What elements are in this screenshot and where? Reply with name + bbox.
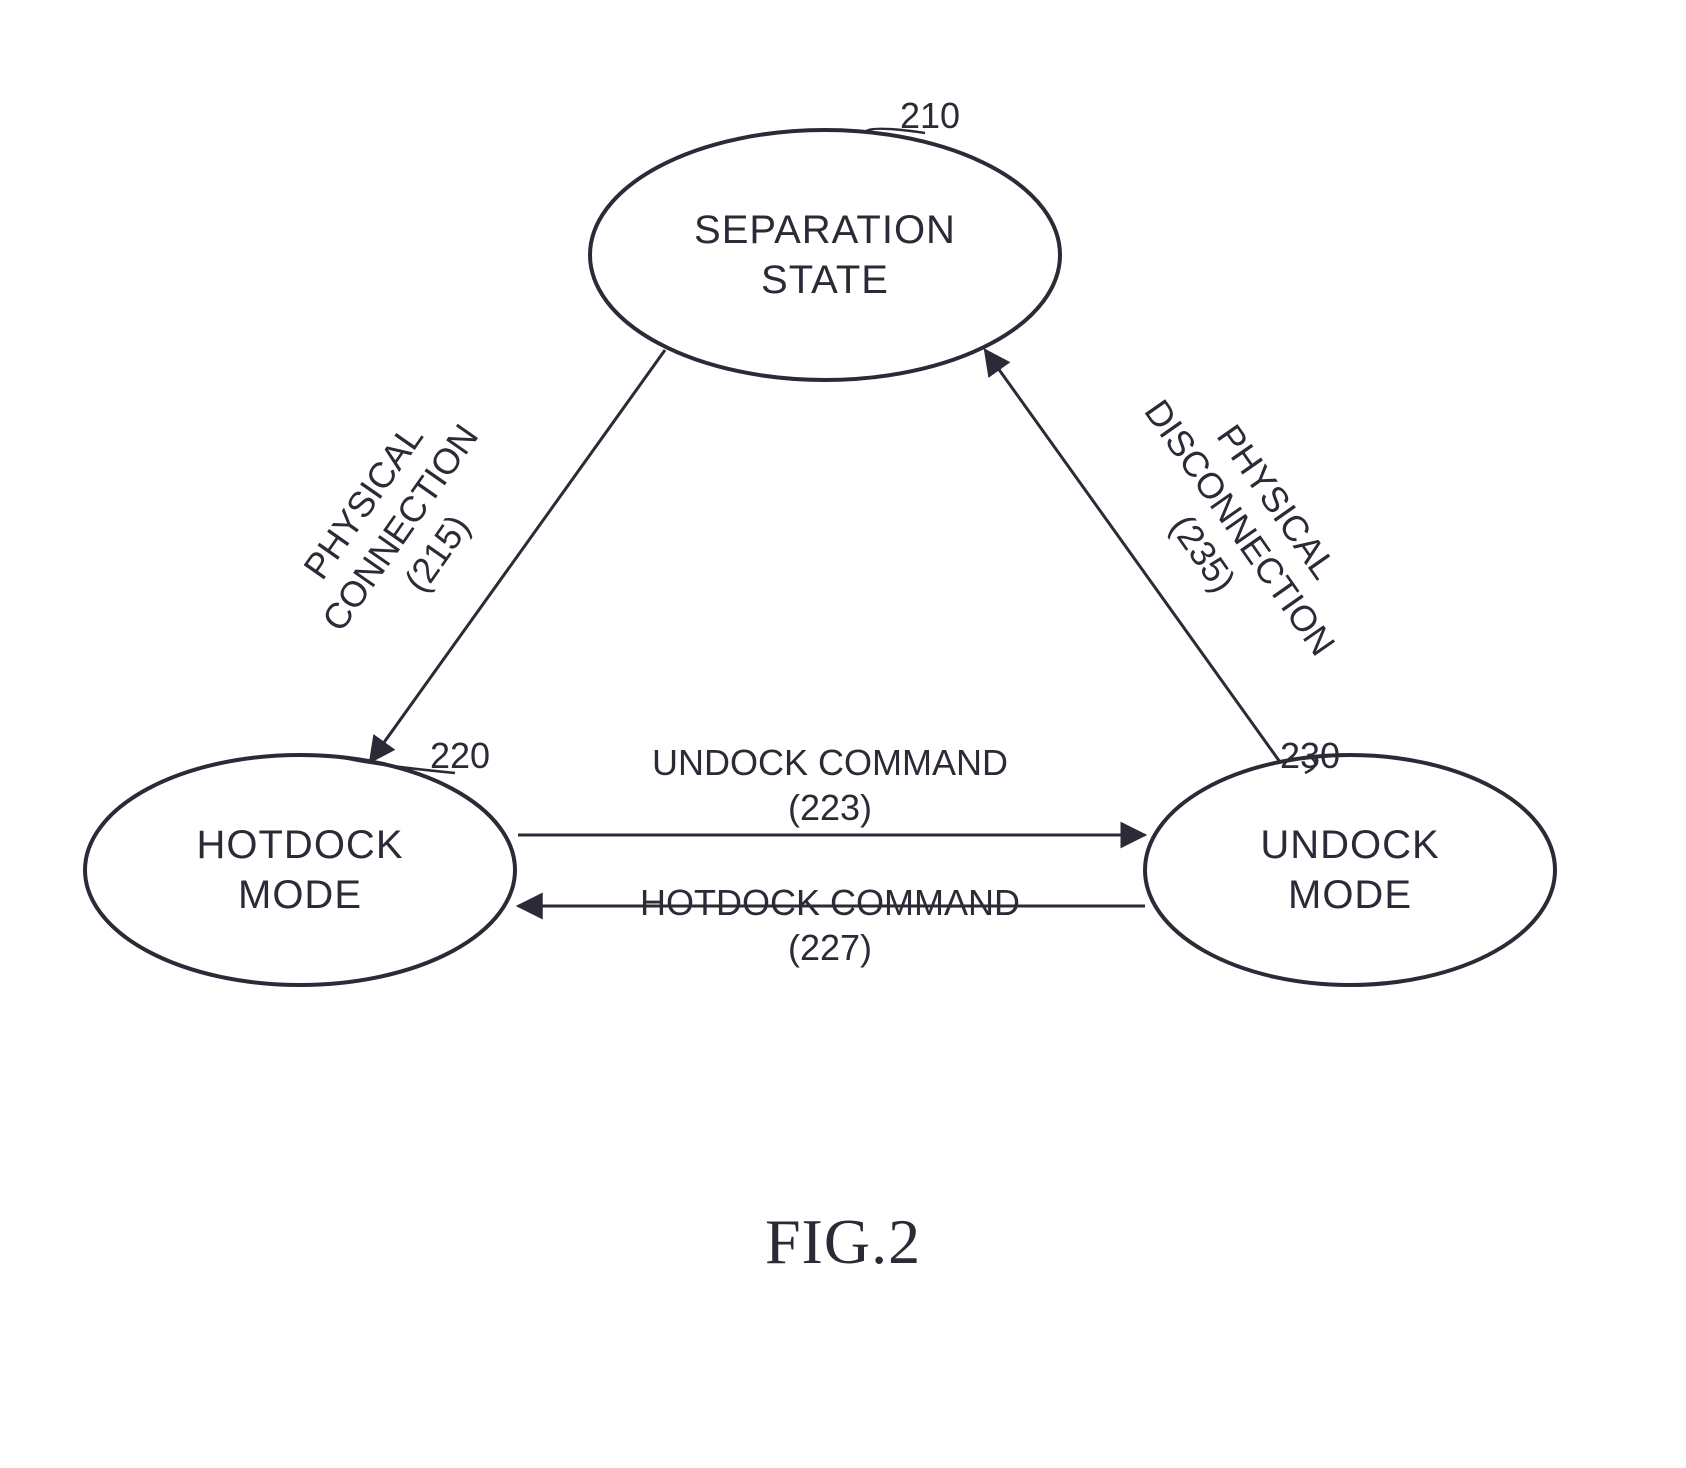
- diagram-stage: FIG.2 SEPARATION STATE210HOTDOCK MODE220…: [0, 0, 1686, 1468]
- diagram-svg: [0, 0, 1686, 1468]
